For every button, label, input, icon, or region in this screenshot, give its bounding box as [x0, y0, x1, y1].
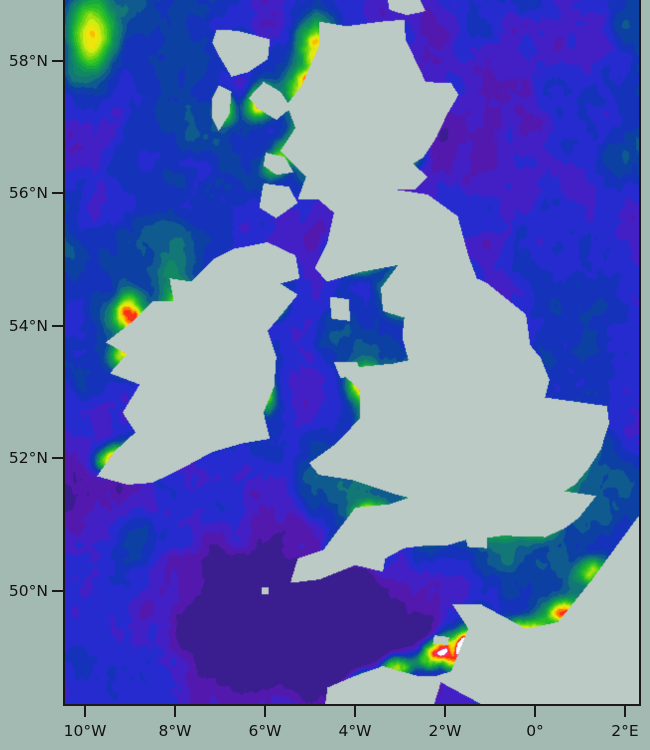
x-tick-label-0: 10°W — [63, 722, 107, 740]
x-tick-4 — [444, 706, 446, 717]
y-tick-4 — [52, 590, 63, 592]
y-tick-label-3: 52°N — [8, 449, 48, 467]
x-tick-6 — [624, 706, 626, 717]
precipitation-heatmap-canvas[interactable] — [65, 0, 639, 704]
x-tick-label-3: 4°W — [338, 722, 372, 740]
x-tick-1 — [174, 706, 176, 717]
y-tick-3 — [52, 457, 63, 459]
x-tick-label-4: 2°W — [428, 722, 462, 740]
y-tick-label-4: 50°N — [8, 582, 48, 600]
x-tick-label-6: 2°E — [611, 722, 639, 740]
x-tick-label-1: 8°W — [158, 722, 192, 740]
x-tick-label-5: 0° — [526, 722, 544, 740]
x-tick-5 — [534, 706, 536, 717]
x-tick-2 — [264, 706, 266, 717]
x-tick-label-2: 6°W — [248, 722, 282, 740]
y-tick-1 — [52, 192, 63, 194]
y-tick-label-1: 56°N — [8, 184, 48, 202]
map-plot-area[interactable] — [63, 0, 641, 706]
x-tick-0 — [84, 706, 86, 717]
y-tick-0 — [52, 60, 63, 62]
y-tick-label-0: 58°N — [8, 52, 48, 70]
y-tick-label-2: 54°N — [8, 317, 48, 335]
y-tick-2 — [52, 325, 63, 327]
x-tick-3 — [354, 706, 356, 717]
